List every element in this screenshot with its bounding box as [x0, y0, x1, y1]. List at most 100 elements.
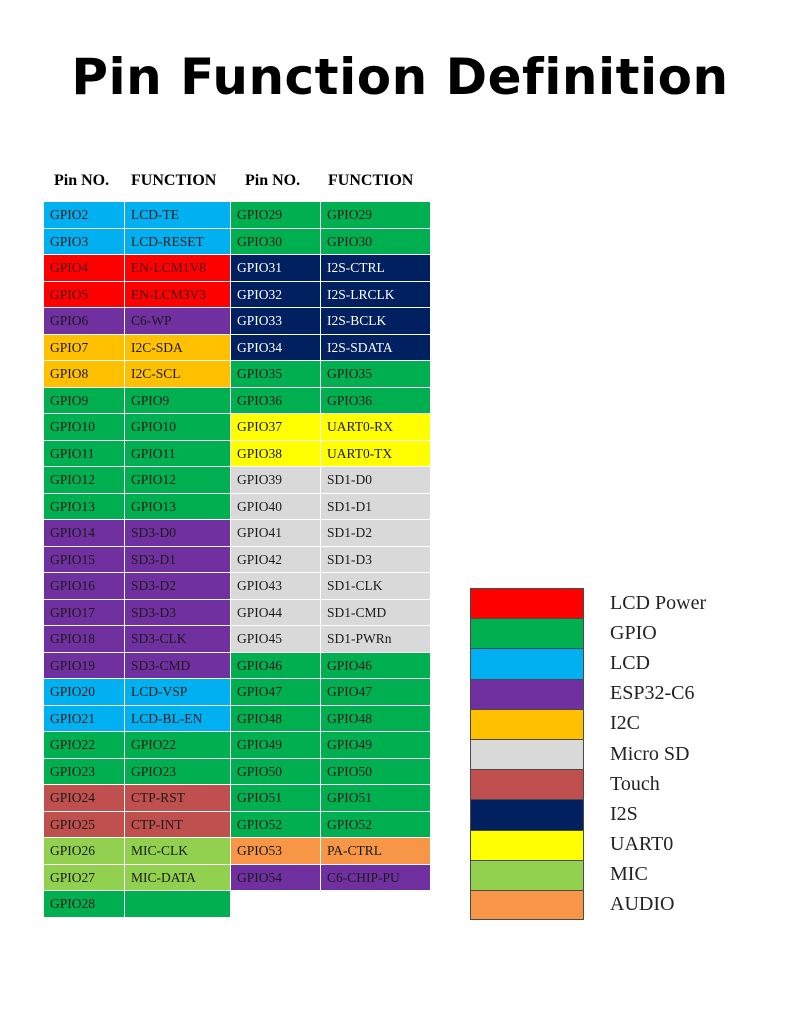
table-row: GPIO5 EN-LCM3V3	[44, 281, 231, 308]
pin-number-cell: GPIO8	[44, 361, 125, 388]
function-cell: GPIO35	[321, 361, 431, 388]
table-row: GPIO35 GPIO35	[231, 361, 431, 388]
function-cell: SD3-D3	[125, 599, 231, 626]
function-cell: SD1-CMD	[321, 599, 431, 626]
pin-number-cell: GPIO28	[44, 891, 125, 918]
function-cell: GPIO51	[321, 785, 431, 812]
pin-number-cell: GPIO47	[231, 679, 321, 706]
function-cell: SD1-PWRn	[321, 626, 431, 653]
table-row: GPIO36 GPIO36	[231, 387, 431, 414]
legend-item: LCD Power	[470, 588, 707, 619]
function-cell: GPIO10	[125, 414, 231, 441]
function-cell: GPIO50	[321, 758, 431, 785]
pin-number-cell: GPIO52	[231, 811, 321, 838]
function-cell: GPIO22	[125, 732, 231, 759]
pin-number-cell: GPIO33	[231, 308, 321, 335]
table-row: GPIO20 LCD-VSP	[44, 679, 231, 706]
table-row: GPIO24 CTP-RST	[44, 785, 231, 812]
pin-number-cell: GPIO7	[44, 334, 125, 361]
pin-number-cell: GPIO5	[44, 281, 125, 308]
pin-number-cell: GPIO25	[44, 811, 125, 838]
function-cell: SD1-D2	[321, 520, 431, 547]
pin-number-cell: GPIO3	[44, 228, 125, 255]
legend-swatch	[470, 618, 584, 649]
table-row: GPIO39 SD1-D0	[231, 467, 431, 494]
pin-number-cell: GPIO50	[231, 758, 321, 785]
pin-table-right: GPIO29 GPIO29 GPIO30 GPIO30 GPIO31 I2S-CTRL GP…	[230, 201, 431, 891]
pin-number-cell: GPIO37	[231, 414, 321, 441]
function-cell: I2C-SDA	[125, 334, 231, 361]
table-row: GPIO14 SD3-D0	[44, 520, 231, 547]
pin-number-cell: GPIO48	[231, 705, 321, 732]
pin-number-cell: GPIO45	[231, 626, 321, 653]
legend-swatch	[470, 588, 584, 619]
legend-item: Touch	[470, 769, 706, 800]
function-cell: SD1-D1	[321, 493, 431, 520]
color-legend: LCD Power GPIO LCD ESP32-C6 I2C Micro SD Touch…	[470, 588, 707, 921]
table-row: GPIO51 GPIO51	[231, 785, 431, 812]
table-row: GPIO45 SD1-PWRn	[231, 626, 431, 653]
table-row: GPIO2 LCD-TE	[44, 202, 231, 229]
table-row: GPIO49 GPIO49	[231, 732, 431, 759]
function-cell: GPIO13	[125, 493, 231, 520]
function-cell: SD1-D3	[321, 546, 431, 573]
table-row: GPIO13 GPIO13	[44, 493, 231, 520]
function-cell: C6-CHIP-PU	[321, 864, 431, 891]
table-row: GPIO48 GPIO48	[231, 705, 431, 732]
header-pin-no-left: Pin NO.	[54, 172, 110, 189]
legend-swatch	[470, 829, 584, 860]
legend-swatch	[470, 799, 584, 830]
pin-number-cell: GPIO44	[231, 599, 321, 626]
function-cell: GPIO46	[321, 652, 431, 679]
table-row: GPIO38 UART0-TX	[231, 440, 431, 467]
function-cell: MIC-CLK	[125, 838, 231, 865]
function-cell: GPIO47	[321, 679, 431, 706]
function-cell: I2S-CTRL	[321, 255, 431, 282]
function-cell: GPIO52	[321, 811, 431, 838]
function-cell: SD1-D0	[321, 467, 431, 494]
function-cell: C6-WP	[125, 308, 231, 335]
pin-number-cell: GPIO54	[231, 864, 321, 891]
table-row: GPIO32 I2S-LRCLK	[231, 281, 431, 308]
function-cell: CTP-RST	[125, 785, 231, 812]
legend-label: LCD Power	[610, 591, 707, 614]
legend-swatch	[470, 859, 584, 890]
function-cell: SD3-CMD	[125, 652, 231, 679]
function-cell: SD3-D1	[125, 546, 231, 573]
legend-swatch	[470, 708, 584, 739]
pin-number-cell: GPIO27	[44, 864, 125, 891]
legend-swatch	[470, 738, 584, 770]
legend-swatch	[470, 648, 584, 679]
legend-item: AUDIO	[470, 889, 706, 921]
legend-label: I2S	[610, 802, 638, 825]
function-cell: UART0-RX	[321, 414, 431, 441]
pin-number-cell: GPIO53	[231, 838, 321, 865]
table-row: GPIO47 GPIO47	[231, 679, 431, 706]
pin-number-cell: GPIO40	[231, 493, 321, 520]
function-cell: GPIO12	[125, 467, 231, 494]
table-row: GPIO4 EN-LCM1V8	[44, 255, 231, 282]
function-cell: CTP-INT	[125, 811, 231, 838]
pin-number-cell: GPIO38	[231, 440, 321, 467]
function-cell: GPIO9	[125, 387, 231, 414]
legend-label: ESP32-C6	[610, 682, 695, 705]
legend-swatch	[470, 889, 584, 921]
pin-number-cell: GPIO20	[44, 679, 125, 706]
function-cell: I2S-BCLK	[321, 308, 431, 335]
table-row: GPIO19 SD3-CMD	[44, 652, 231, 679]
table-row: GPIO16 SD3-D2	[44, 573, 231, 600]
pin-number-cell: GPIO14	[44, 520, 125, 547]
table-row: GPIO54 C6-CHIP-PU	[231, 864, 431, 891]
table-row: GPIO34 I2S-SDATA	[231, 334, 431, 361]
table-row: GPIO7 I2C-SDA	[44, 334, 231, 361]
pin-number-cell: GPIO17	[44, 599, 125, 626]
function-cell: GPIO49	[321, 732, 431, 759]
pin-number-cell: GPIO31	[231, 255, 321, 282]
table-row: GPIO21 LCD-BL-EN	[44, 705, 231, 732]
pin-number-cell: GPIO29	[231, 202, 321, 229]
table-row: GPIO18 SD3-CLK	[44, 626, 231, 653]
legend-item: I2S	[470, 799, 706, 830]
table-row: GPIO33 I2S-BCLK	[231, 308, 431, 335]
function-cell: LCD-TE	[125, 202, 231, 229]
pin-number-cell: GPIO39	[231, 467, 321, 494]
